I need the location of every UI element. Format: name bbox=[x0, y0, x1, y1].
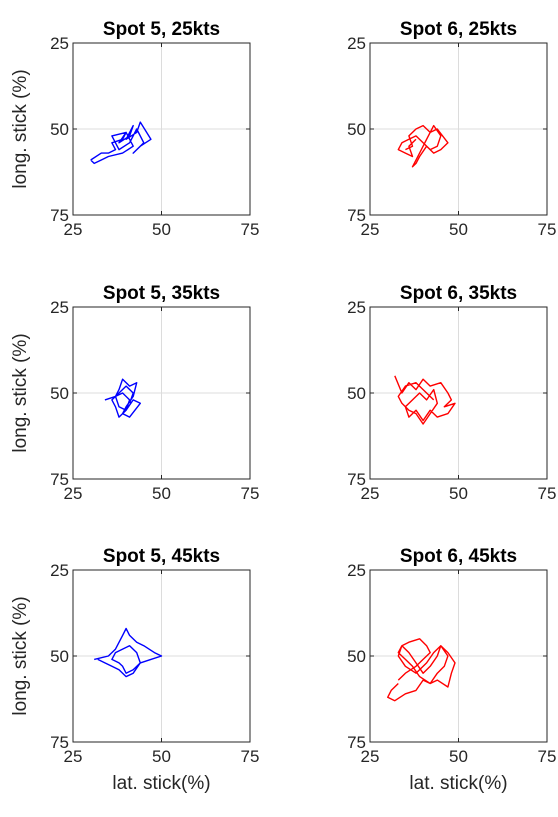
x-tick-label: 50 bbox=[152, 484, 171, 503]
y-tick-label: 75 bbox=[347, 733, 366, 752]
x-tick-label: 50 bbox=[152, 220, 171, 239]
x-tick-label: 50 bbox=[449, 484, 468, 503]
x-tick-label: 25 bbox=[64, 220, 83, 239]
subplot: 25 25 50 50 75 75 Spot 5, 25kts long. stick (%) bbox=[10, 19, 259, 239]
x-tick-label: 75 bbox=[241, 484, 260, 503]
chart-title: Spot 6, 25kts bbox=[400, 19, 517, 40]
series-line bbox=[90, 121, 152, 165]
y-tick-label: 50 bbox=[347, 647, 366, 666]
y-tick-label: 75 bbox=[347, 470, 366, 489]
chart-title: Spot 5, 45kts bbox=[103, 546, 220, 567]
x-tick-label: 75 bbox=[241, 747, 260, 766]
y-tick-label: 25 bbox=[347, 34, 366, 53]
y-tick-label: 75 bbox=[50, 470, 69, 489]
y-tick-label: 75 bbox=[50, 206, 69, 225]
x-tick-label: 25 bbox=[361, 747, 380, 766]
x-tick-label: 75 bbox=[538, 747, 557, 766]
x-axis-label: lat. stick(%) bbox=[112, 773, 210, 794]
y-axis-label: long. stick (%) bbox=[10, 596, 31, 715]
chart-title: Spot 6, 35kts bbox=[400, 283, 517, 304]
y-tick-label: 25 bbox=[50, 34, 69, 53]
subplot: 25 25 50 50 75 75 Spot 6, 25kts bbox=[347, 19, 556, 239]
x-tick-label: 25 bbox=[64, 484, 83, 503]
y-tick-label: 50 bbox=[347, 384, 366, 403]
x-tick-label: 25 bbox=[361, 484, 380, 503]
y-tick-label: 75 bbox=[50, 733, 69, 752]
x-axis-label: lat. stick(%) bbox=[409, 773, 507, 794]
series-line bbox=[94, 627, 163, 678]
y-axis-label: long. stick (%) bbox=[10, 333, 31, 452]
x-tick-label: 25 bbox=[361, 220, 380, 239]
series-line bbox=[397, 124, 449, 168]
y-tick-label: 75 bbox=[347, 206, 366, 225]
subplot: 25 25 50 50 75 75 Spot 5, 45kts long. stick (%)… bbox=[10, 546, 259, 794]
x-tick-label: 50 bbox=[152, 747, 171, 766]
chart-title: Spot 5, 35kts bbox=[103, 283, 220, 304]
y-tick-label: 50 bbox=[347, 120, 366, 139]
subplot: 25 25 50 50 75 75 Spot 6, 45kts lat. stick(%) bbox=[347, 546, 556, 794]
x-tick-label: 75 bbox=[538, 220, 557, 239]
x-tick-label: 75 bbox=[538, 484, 557, 503]
y-tick-label: 25 bbox=[347, 298, 366, 317]
chart-title: Spot 6, 45kts bbox=[400, 546, 517, 567]
chart-title: Spot 5, 25kts bbox=[103, 19, 220, 40]
y-tick-label: 50 bbox=[50, 120, 69, 139]
y-tick-label: 25 bbox=[50, 561, 69, 580]
x-tick-label: 50 bbox=[449, 747, 468, 766]
subplot: 25 25 50 50 75 75 Spot 5, 35kts long. stick (%) bbox=[10, 283, 259, 503]
y-tick-label: 25 bbox=[50, 298, 69, 317]
series-line bbox=[104, 378, 142, 418]
y-tick-label: 50 bbox=[50, 384, 69, 403]
series-line bbox=[394, 375, 456, 425]
y-tick-label: 25 bbox=[347, 561, 366, 580]
x-tick-label: 75 bbox=[241, 220, 260, 239]
x-tick-label: 25 bbox=[64, 747, 83, 766]
x-tick-label: 50 bbox=[449, 220, 468, 239]
subplot: 25 25 50 50 75 75 Spot 6, 35kts bbox=[347, 283, 556, 503]
y-axis-label: long. stick (%) bbox=[10, 69, 31, 188]
y-tick-label: 50 bbox=[50, 647, 69, 666]
series-line bbox=[387, 638, 456, 702]
